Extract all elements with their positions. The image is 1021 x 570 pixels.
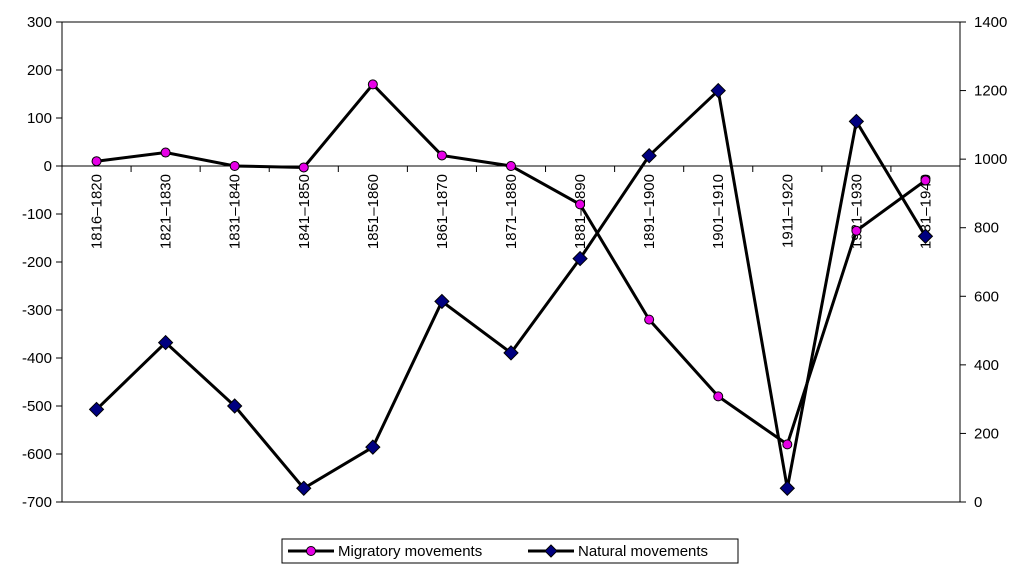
- data-point: [572, 250, 588, 267]
- category-label: 1851–1860: [365, 174, 382, 249]
- right-tick-label: 800: [974, 220, 999, 237]
- left-y-axis: 300 200 100 0 -100 -200 -300 -400 -500 -600 -700: [22, 14, 62, 511]
- series-layer: [88, 79, 934, 496]
- legend-entry-migratory-movements: Migratory movements: [288, 543, 482, 560]
- left-tick-label: 0: [44, 158, 52, 175]
- left-tick-label: -600: [22, 446, 52, 463]
- right-tick-label: 0: [974, 494, 982, 511]
- category-label: 1911–1920: [779, 174, 796, 248]
- x-category-labels: 1816–1820 1821–1830 1831–1840 1841–1850 1851…: [89, 174, 935, 249]
- legend-marker: [306, 546, 316, 556]
- category-label: 1841–1850: [296, 174, 313, 249]
- plot-area: [61, 21, 961, 503]
- left-tick-label: 100: [27, 110, 52, 127]
- data-point: [367, 79, 378, 90]
- data-point: [365, 439, 381, 455]
- series-line: [95, 87, 927, 491]
- right-tick-label: 400: [974, 357, 999, 374]
- data-point: [226, 398, 243, 414]
- data-point: [920, 175, 931, 186]
- data-point: [434, 293, 450, 310]
- data-point: [713, 391, 724, 402]
- series-migratory-movements: [91, 79, 931, 450]
- data-point: [88, 401, 105, 418]
- category-label: 1921–1930: [848, 174, 865, 249]
- left-tick-label: -100: [22, 206, 52, 223]
- left-tick-label: -200: [22, 254, 52, 271]
- series-line: [96, 82, 927, 447]
- data-point: [436, 150, 447, 161]
- data-point: [298, 162, 309, 173]
- legend-label: Natural movements: [578, 543, 708, 560]
- right-tick-label: 200: [974, 425, 999, 442]
- left-tick-label: 200: [27, 62, 52, 79]
- left-tick-label: -400: [22, 350, 52, 367]
- data-point: [851, 225, 862, 236]
- right-tick-label: 1200: [974, 83, 1007, 100]
- data-point: [644, 314, 655, 325]
- data-point: [575, 199, 586, 210]
- data-point: [506, 161, 516, 171]
- category-label: 1901–1910: [710, 174, 727, 249]
- data-point: [503, 345, 519, 361]
- legend-entry-natural-movements: Natural movements: [528, 543, 708, 560]
- data-point: [782, 439, 793, 450]
- series-natural-movements: [88, 82, 934, 496]
- right-tick-label: 600: [974, 288, 999, 305]
- legend: Migratory movements Natural movements: [281, 538, 739, 564]
- data-point: [917, 228, 934, 244]
- right-tick-label: 1400: [974, 14, 1007, 31]
- left-tick-label: -500: [22, 398, 52, 415]
- legend-box: [281, 538, 739, 564]
- data-point: [229, 161, 240, 171]
- category-label: 1816–1820: [89, 174, 106, 249]
- category-label: 1871–1880: [503, 174, 520, 249]
- data-point: [160, 147, 171, 158]
- data-point: [296, 480, 312, 496]
- left-tick-label: -700: [22, 494, 52, 511]
- left-tick-label: -300: [22, 302, 52, 319]
- right-y-axis: 1400 1200 1000 800 600 400 200 0: [960, 14, 1007, 511]
- category-label: 1891–1900: [641, 174, 658, 249]
- plot-border: [61, 21, 961, 503]
- legend-marker: [544, 544, 558, 558]
- data-point: [641, 148, 657, 164]
- right-tick-label: 1000: [974, 151, 1007, 168]
- data-point: [710, 82, 726, 99]
- data-point: [779, 480, 796, 496]
- category-label: 1881–1890: [572, 174, 589, 249]
- category-label: 1831–1840: [227, 174, 244, 249]
- left-tick-label: 300: [27, 14, 52, 31]
- data-point: [157, 334, 174, 351]
- data-point: [91, 156, 102, 167]
- category-label: 1861–1870: [434, 174, 451, 249]
- category-label: 1821–1830: [158, 174, 175, 249]
- data-point: [848, 113, 865, 130]
- legend-label: Migratory movements: [338, 543, 482, 560]
